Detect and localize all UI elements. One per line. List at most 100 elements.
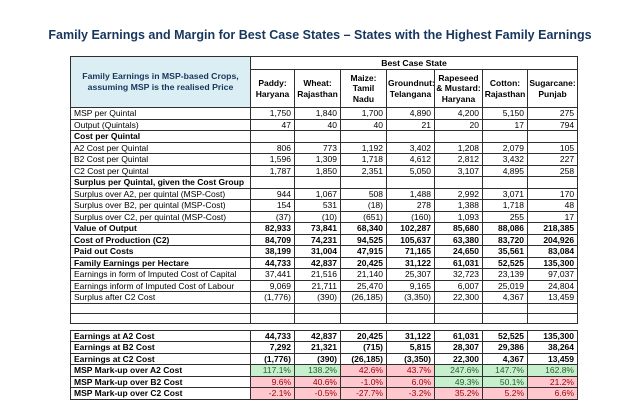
cell: 21,516 [294,268,341,281]
cell: 170 [526,187,579,200]
table-row: Earnings at B2 Cost 7,292 21,321 (715) 5,815… [70,341,578,354]
table-row: Paid out Costs 38,199 31,004 47,915 71,165 24… [70,245,579,258]
cell: 1,840 [294,107,341,120]
cell: 83,720 [482,233,528,246]
page-title: Family Earnings and Margin for Best Case… [48,28,592,42]
cell [386,130,435,143]
cell: 247.6% [434,364,483,377]
cell: 2,351 [340,164,387,177]
cell: 73,841 [294,222,341,235]
cell: 21 [386,118,435,131]
table-row: Surplus over A2, per quintal (MSP-Cost) 9… [70,187,579,200]
row-label: Surplus after C2 Cost [70,291,251,304]
cell: 9,069 [250,279,295,292]
column-header-7: Sugarcane: Punjab [526,69,579,108]
cell: 3,432 [482,153,528,166]
cell: (1,776) [250,352,295,365]
cell: 21.2% [527,375,578,388]
cell: 42,837 [294,329,341,342]
cell: 42.6% [340,364,387,377]
cell: 135,300 [526,256,579,269]
cell: 4,890 [386,107,435,120]
row-label: MSP Mark-up over A2 Cost [70,364,251,377]
row-label: Cost per Quintal [70,130,251,143]
table-row [70,302,579,314]
cell: 35.2% [434,387,483,400]
cell: 44,733 [250,329,295,342]
row-label: Value of Output [70,222,251,235]
row-label [70,312,251,324]
cell [482,130,528,143]
table-row: Surplus over C2, per quintal (MSP-Cost)(… [70,210,579,223]
cell: 1,718 [482,199,528,212]
cell: 3,071 [482,187,528,200]
row-label: Surplus per Quintal, given the Cost Grou… [70,176,251,189]
row-label [70,302,251,314]
cell [482,176,528,189]
table-row: B2 Cost per Quintal 1,596 1,309 1,718 4,612 2… [70,153,579,166]
table-row: Surplus after C2 Cost (1,776) (390) (26,185… [70,291,579,304]
cell: 25,307 [386,268,435,281]
cell: 117.1% [250,364,295,377]
cell: 4,895 [482,164,528,177]
earnings-table-markup: Earnings at A2 Cost 44,733 42,837 20,425 31,… [70,329,578,400]
cell: 49.3% [434,375,483,388]
cell: 4,612 [386,153,435,166]
cell: 42,837 [294,256,341,269]
table-area: Family Earnings in MSP-based Crops, assu… [70,56,580,400]
cell: -0.5% [294,387,341,400]
cell [386,302,435,314]
row-label: MSP Mark-up over C2 Cost [70,387,251,400]
cell: (18) [340,199,387,212]
cell: -3.2% [386,387,435,400]
cell: 2,812 [434,153,483,166]
cell: 9.6% [250,375,295,388]
cell: 255 [482,210,528,223]
table-row: MSP Mark-up over A2 Cost 117.1% 138.2% 42.6… [70,364,578,377]
cell [294,302,341,314]
table-row: MSP Mark-up over B2 Cost 9.6% 40.6% -1.0% 6.… [70,375,578,388]
cell: 1,067 [294,187,341,200]
cell: 40.6% [294,375,341,388]
cell: 138.2% [294,364,341,377]
row-label: Earnings at A2 Cost [70,329,251,342]
cell: 61,031 [434,256,483,269]
table-corner-label: Family Earnings in MSP-based Crops, assu… [70,56,251,108]
column-header-5: Rapeseed & Mustard: Haryana [434,69,483,108]
cell [340,312,387,324]
table-row: Earnings inform of Imputed Cost of Labou… [70,279,579,292]
cell: 1,596 [250,153,295,166]
row-label: MSP Mark-up over B2 Cost [70,375,251,388]
cell: (3,350) [386,352,435,365]
cell: 105 [526,141,579,154]
cell: 105,637 [386,233,435,246]
table-row: Output (Quintals) 47 40 40 21 20 17 794 [70,118,579,131]
cell: 2,079 [482,141,528,154]
row-label: A2 Cost per Quintal [70,141,251,154]
cell: 21,321 [294,341,341,354]
cell: 40 [340,118,387,131]
row-label: Earnings at C2 Cost [70,352,251,365]
cell: 83,084 [526,245,579,258]
cell: 1,718 [340,153,387,166]
group-header: Best Case State [249,56,579,70]
cell: 6.0% [386,375,435,388]
cell: 38,199 [250,245,295,258]
row-label: B2 Cost per Quintal [70,153,251,166]
cell [294,312,341,324]
cell [526,312,579,324]
cell: 1,850 [294,164,341,177]
cell: 24,650 [434,245,483,258]
cell: 4,367 [482,352,528,365]
cell: 20,425 [340,329,387,342]
cell: (37) [250,210,295,223]
cell: 3,107 [434,164,483,177]
cell [526,302,579,314]
cell: 47,915 [340,245,387,258]
group-header-row: Family Earnings in MSP-based Crops, assu… [70,56,579,108]
cell: 3,402 [386,141,435,154]
table-row: Surplus over B2, per quintal (MSP-Cost) 1… [70,199,579,212]
column-header-6: Cotton: Rajasthan [482,69,528,108]
cell: (10) [294,210,341,223]
cell: 7,292 [250,341,295,354]
